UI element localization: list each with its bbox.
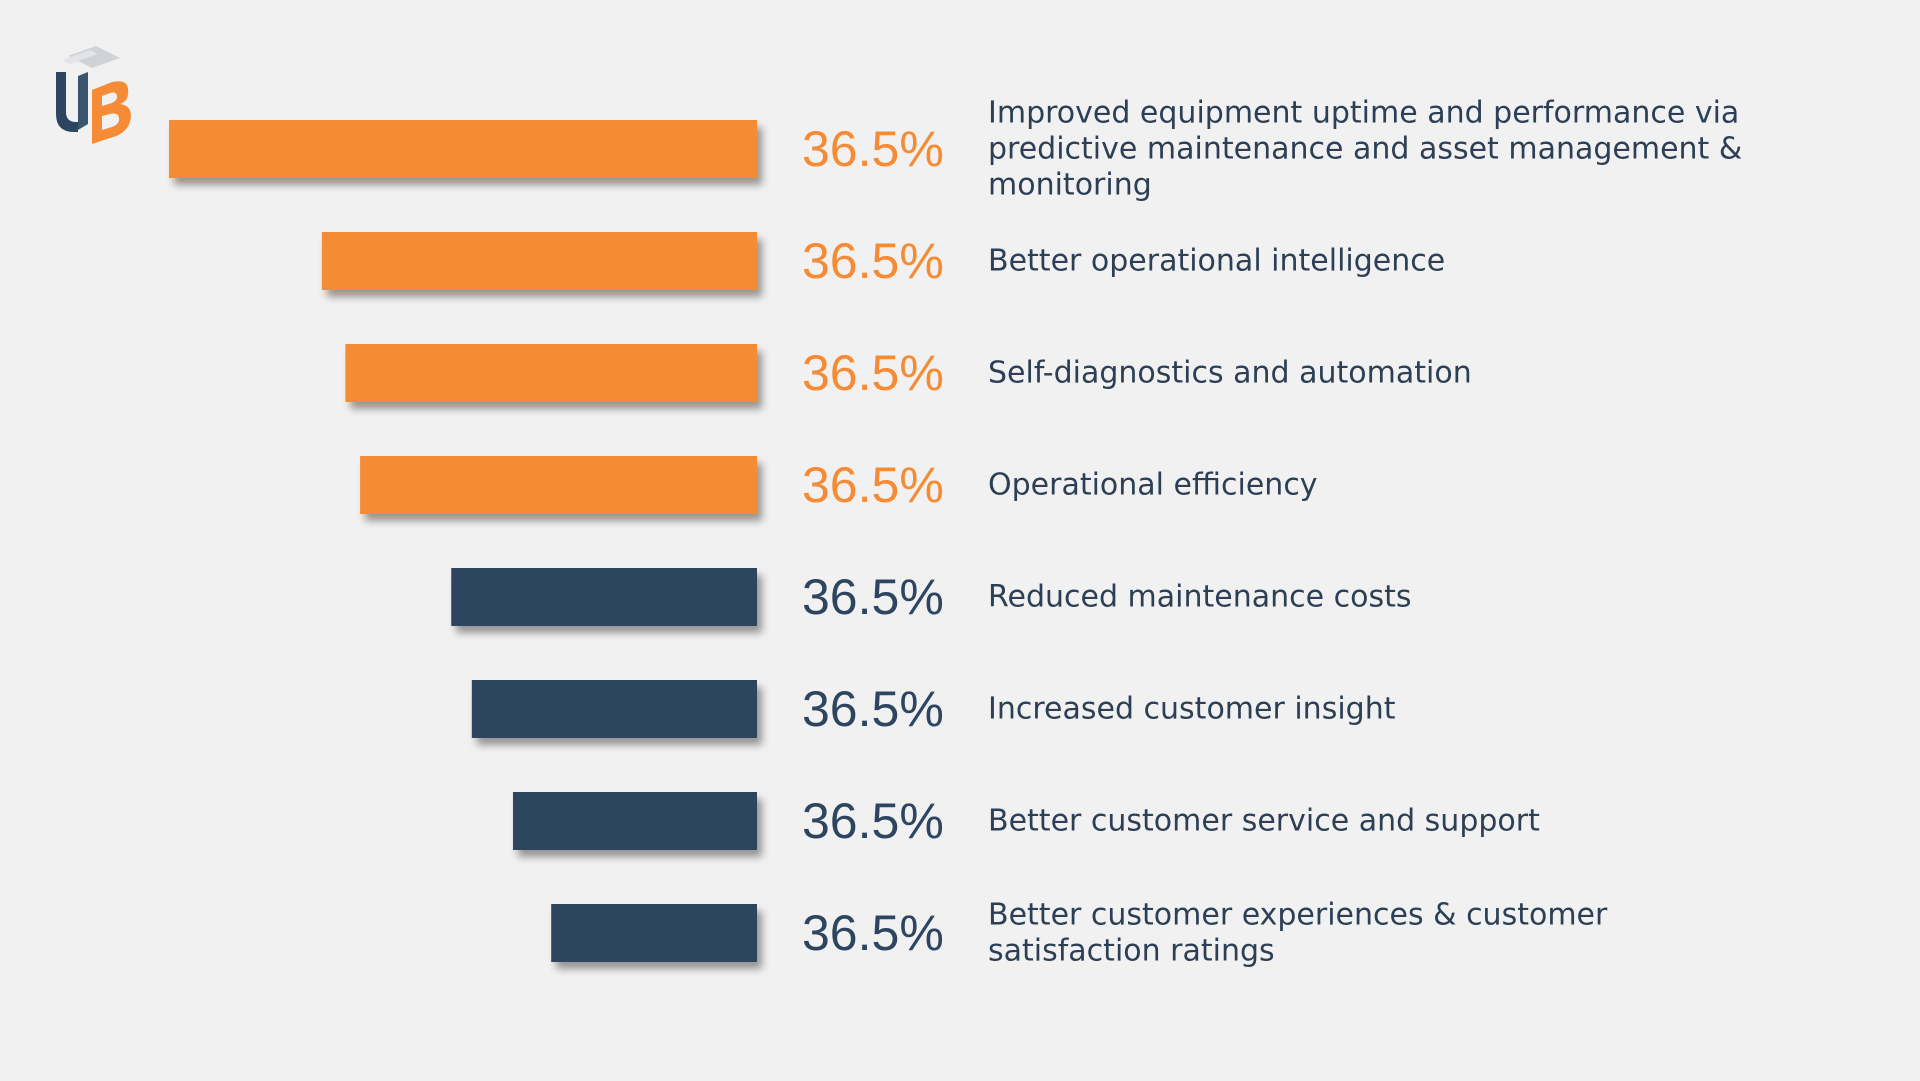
value-label-2: 36.5% xyxy=(802,233,944,289)
bar-3 xyxy=(345,344,757,402)
bar-2 xyxy=(321,232,757,290)
value-label-7: 36.5% xyxy=(802,793,944,849)
category-label-line: monitoring xyxy=(988,168,1152,203)
category-label-line: Better operational intelligence xyxy=(988,244,1445,279)
category-labels-group: Improved equipment uptime and performanc… xyxy=(988,96,1742,969)
bar-5 xyxy=(451,568,757,626)
ub-logo xyxy=(56,46,131,144)
category-label-7: Better customer service and support xyxy=(988,804,1540,839)
category-label-line: satisfaction ratings xyxy=(988,934,1275,969)
value-labels-group: 36.5% 36.5% 36.5% 36.5% 36.5% 36.5% 36.5% 36.5% xyxy=(802,121,944,961)
value-label-1: 36.5% xyxy=(802,121,944,177)
category-label-line: Increased customer insight xyxy=(988,692,1396,727)
category-label-3: Self-diagnostics and automation xyxy=(988,356,1472,391)
category-label-line: Reduced maintenance costs xyxy=(988,580,1412,615)
value-label-3: 36.5% xyxy=(802,345,944,401)
category-label-8: Better customer experiences & customer sa… xyxy=(988,898,1608,969)
bar-4 xyxy=(360,456,757,514)
value-label-4: 36.5% xyxy=(802,457,944,513)
bar-6 xyxy=(471,680,757,738)
category-label-6: Increased customer insight xyxy=(988,692,1396,727)
category-label-line: Operational efficiency xyxy=(988,468,1318,503)
bar-8 xyxy=(551,904,757,962)
category-label-line: Better customer experiences & customer xyxy=(988,898,1608,933)
value-label-6: 36.5% xyxy=(802,681,944,737)
bars-group xyxy=(169,120,757,962)
category-label-line: Self-diagnostics and automation xyxy=(988,356,1472,391)
category-label-4: Operational efficiency xyxy=(988,468,1318,503)
bar-7 xyxy=(512,792,757,850)
category-label-line: Better customer service and support xyxy=(988,804,1540,839)
value-label-5: 36.5% xyxy=(802,569,944,625)
bar-1 xyxy=(169,120,757,178)
value-label-8: 36.5% xyxy=(802,905,944,961)
category-label-1: Improved equipment uptime and performanc… xyxy=(988,96,1742,203)
category-label-line: predictive maintenance and asset managem… xyxy=(988,132,1742,167)
category-label-5: Reduced maintenance costs xyxy=(988,580,1412,615)
category-label-2: Better operational intelligence xyxy=(988,244,1445,279)
category-label-line: Improved equipment uptime and performanc… xyxy=(988,96,1739,131)
